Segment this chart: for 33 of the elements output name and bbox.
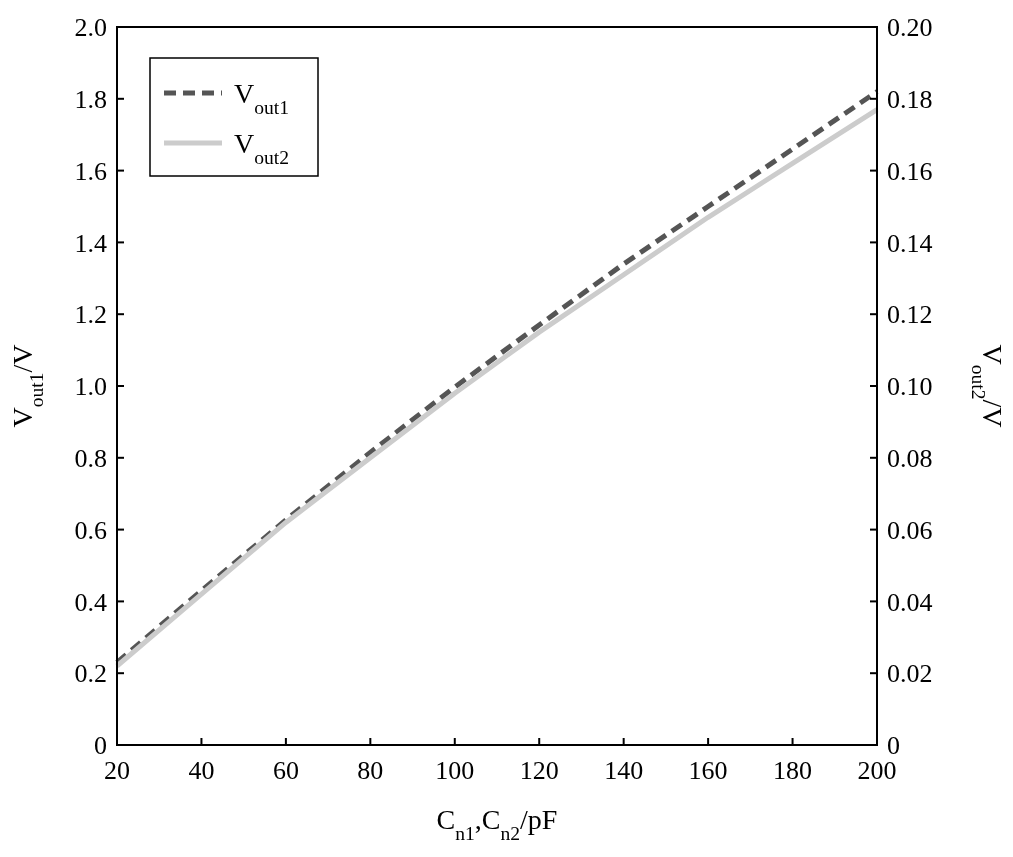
y-tick-label: 0.2 <box>74 659 107 689</box>
legend-label: V$_{out2}$ <box>234 127 290 168</box>
x-tick-label: 140 <box>604 756 644 785</box>
y-tick-label: 1.6 <box>74 156 107 186</box>
x-tick-label: 180 <box>773 756 813 785</box>
y2-tick-label: 0.12 <box>887 300 933 330</box>
x-tick-label: 80 <box>357 756 384 785</box>
x-tick-label: 40 <box>188 756 215 785</box>
y2-tick-label: 0.04 <box>887 587 933 617</box>
x-tick-label: 120 <box>519 756 559 785</box>
legend-label: V$_{out1}$ <box>234 77 290 118</box>
x-tick-label: 160 <box>688 756 728 785</box>
y2-tick-label: 0.08 <box>887 443 933 473</box>
y2-tick-label: 0.02 <box>887 659 933 689</box>
x-tick-label: 20 <box>104 756 130 785</box>
y-tick-label: 0.8 <box>74 443 107 473</box>
y2-tick-label: 0.14 <box>887 228 933 258</box>
x-axis-title: C$_{n1}$,C$_{n2}$/pF <box>436 804 558 844</box>
y-tick-label: 1.4 <box>74 228 107 258</box>
y2-tick-label: 0.18 <box>887 84 933 114</box>
y-tick-label: 0.4 <box>74 587 107 617</box>
y2-tick-label: 0.16 <box>887 156 933 186</box>
y-tick-label: 0 <box>94 731 107 761</box>
y2-tick-label: 0.10 <box>887 372 933 402</box>
y2-tick-label: 0.20 <box>887 13 933 43</box>
y-tick-label: 1.0 <box>74 372 107 402</box>
x-tick-label: 100 <box>435 756 475 785</box>
y2-tick-label: 0.06 <box>887 515 933 545</box>
y-tick-label: 1.8 <box>74 84 107 114</box>
y-tick-label: 2.0 <box>74 13 107 43</box>
y-tick-label: 0.6 <box>74 515 107 545</box>
x-tick-label: 60 <box>272 756 299 785</box>
y-tick-label: 1.2 <box>74 300 107 330</box>
